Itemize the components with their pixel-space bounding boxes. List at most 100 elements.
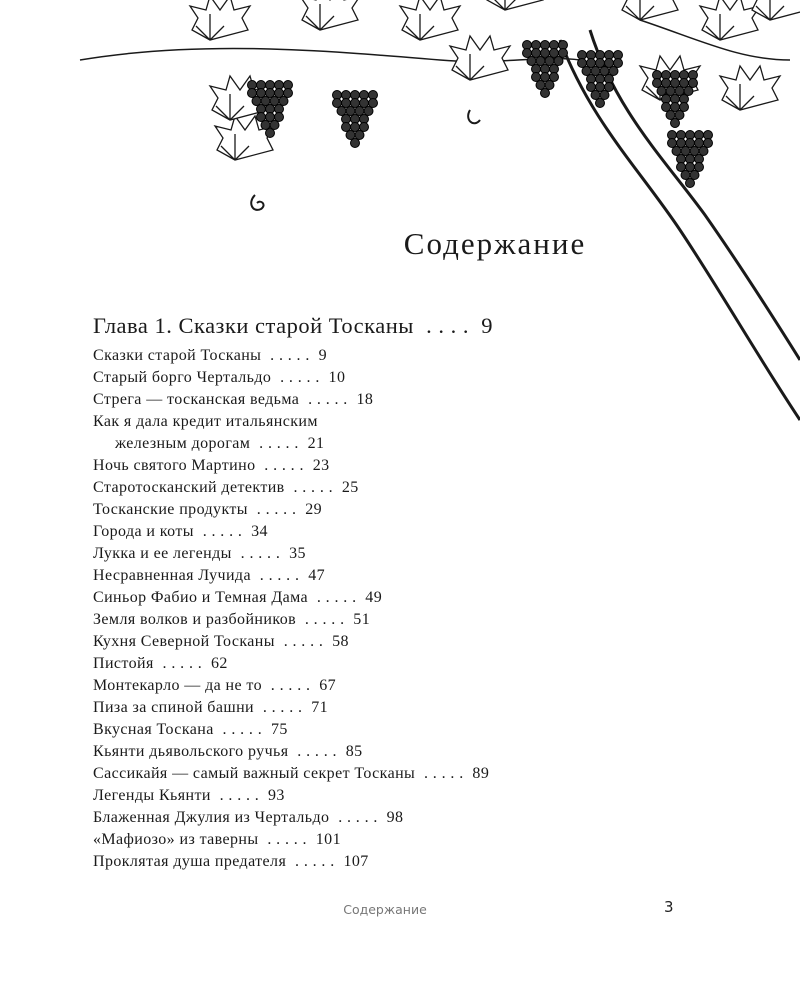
toc-entry[interactable]: железным дорогам . . . . . 21 xyxy=(93,433,489,455)
grape xyxy=(667,138,677,148)
grape xyxy=(354,106,365,116)
grape xyxy=(689,170,700,180)
grape xyxy=(359,98,369,108)
toc-entry[interactable]: Пистойя . . . . . 62 xyxy=(93,653,489,675)
grape xyxy=(531,72,541,82)
vine-leaf xyxy=(486,0,544,11)
grape xyxy=(670,118,680,128)
toc-entry[interactable]: Кухня Северной Тосканы . . . . . 58 xyxy=(93,631,489,653)
vine-leaf xyxy=(718,64,782,111)
grape xyxy=(652,78,662,88)
grape xyxy=(577,58,587,68)
grape xyxy=(604,58,614,68)
toc-entry-title: Старый борго Чертальдо xyxy=(93,369,272,386)
toc-entry[interactable]: Лукка и ее легенды . . . . . 35 xyxy=(93,543,489,565)
grape xyxy=(694,138,704,148)
chapter-heading[interactable]: Глава 1. Сказки старой Тосканы . . . . 9 xyxy=(93,313,493,339)
grape xyxy=(685,162,695,172)
toc-entry-leader: . . . . . xyxy=(262,699,303,716)
grape xyxy=(345,130,356,140)
grape xyxy=(595,58,605,68)
grape xyxy=(332,98,342,108)
running-title: Содержание xyxy=(343,902,427,917)
toc-entry[interactable]: Сассикайя — самый важный секрет Тосканы … xyxy=(93,763,489,785)
toc-entry[interactable]: Синьор Фабио и Темная Дама . . . . . 49 xyxy=(93,587,489,609)
toc-entry-leader: . . . . . xyxy=(424,765,464,782)
toc-entry-leader: . . . . . xyxy=(280,369,320,386)
grape xyxy=(665,86,676,96)
toc-entry[interactable]: «Мафиозо» из таверны . . . . . 101 xyxy=(93,829,489,851)
toc-entry[interactable]: Города и коты . . . . . 34 xyxy=(93,521,489,543)
grape xyxy=(278,96,289,106)
toc-entry-page: 23 xyxy=(312,457,330,474)
toc-entry-leader: . . . . . xyxy=(283,633,324,650)
grape xyxy=(260,120,271,130)
toc-entry-page: 89 xyxy=(472,765,490,782)
toc-entry[interactable]: Тосканские продукты . . . . . 29 xyxy=(93,499,489,521)
toc-entry[interactable]: Старотосканский детектив . . . . . 25 xyxy=(93,477,489,499)
toc-entry-title: Сказки старой Тосканы xyxy=(93,347,262,364)
vine-leaf xyxy=(448,34,512,81)
grape xyxy=(604,82,614,92)
toc-entry-title: Лукка и ее легенды xyxy=(93,545,232,562)
toc-entry-title: Кухня Северной Тосканы xyxy=(93,633,275,650)
grape-cluster xyxy=(247,80,293,138)
grape xyxy=(694,162,704,172)
grape xyxy=(549,72,559,82)
toc-entry[interactable]: Проклятая душа предателя . . . . . 107 xyxy=(93,851,489,873)
toc-entry-title: Синьор Фабио и Темная Дама xyxy=(93,589,309,606)
vine-trunk xyxy=(558,39,800,421)
grape xyxy=(688,78,698,88)
toc-entry-leader: . . . . . xyxy=(259,567,300,584)
grape xyxy=(274,88,284,98)
grape xyxy=(703,138,713,148)
grape xyxy=(586,58,596,68)
toc-entry-leader: . . . . . xyxy=(270,677,311,694)
toc-entry[interactable]: Монтекарло — да не то . . . . . 67 xyxy=(93,675,489,697)
toc-entry[interactable]: Легенды Кьянти . . . . . 93 xyxy=(93,785,489,807)
toc-entry[interactable]: Как я дала кредит итальянским xyxy=(93,411,489,433)
grape xyxy=(581,66,592,76)
toc-entry-leader: . . . . . xyxy=(222,721,263,738)
toc-entry-leader: . . . . . xyxy=(267,831,307,848)
toc-entry-page: 98 xyxy=(386,809,404,826)
toc-entry[interactable]: Ночь святого Мартино . . . . . 23 xyxy=(93,455,489,477)
grape xyxy=(540,48,550,58)
toc-entry[interactable]: Земля волков и разбойников . . . . . 51 xyxy=(93,609,489,631)
vine-leaf xyxy=(213,114,277,161)
toc-entry-page: 75 xyxy=(270,721,288,738)
grape xyxy=(599,66,610,76)
toc-entry[interactable]: Пиза за спиной башни . . . . . 71 xyxy=(93,697,489,719)
toc-entry[interactable]: Старый борго Чертальдо . . . . . 10 xyxy=(93,367,489,389)
toc-entry-title: «Мафиозо» из таверны xyxy=(93,831,259,848)
toc-entry-page: 29 xyxy=(305,501,322,518)
grape xyxy=(670,102,680,112)
toc-entry[interactable]: Блаженная Джулия из Чертальдо . . . . . … xyxy=(93,807,489,829)
toc-entry-leader: . . . . . xyxy=(270,347,310,364)
grape xyxy=(341,98,351,108)
page-title: Содержание xyxy=(403,226,587,261)
toc-entry-title: Несравненная Лучида xyxy=(93,567,251,584)
toc-entry[interactable]: Кьянти дьявольского ручья . . . . . 85 xyxy=(93,741,489,763)
grape-cluster xyxy=(522,40,568,98)
toc-entry-leader: . . . . . xyxy=(240,545,281,562)
grape xyxy=(676,162,686,172)
chapter-page: 9 xyxy=(481,313,493,338)
vine-leaf xyxy=(621,0,679,21)
toc-entry-title: Земля волков и разбойников xyxy=(93,611,297,628)
toc-entry[interactable]: Стрега — тосканская ведьма . . . . . 18 xyxy=(93,389,489,411)
grape xyxy=(274,112,284,122)
grape xyxy=(535,80,546,90)
toc-entry[interactable]: Несравненная Лучида . . . . . 47 xyxy=(93,565,489,587)
grape xyxy=(283,88,293,98)
toc-entry[interactable]: Вкусная Тоскана . . . . . 75 xyxy=(93,719,489,741)
grape xyxy=(685,178,695,188)
grape xyxy=(540,72,550,82)
grape xyxy=(269,96,280,106)
grape xyxy=(256,88,266,98)
toc-entry[interactable]: Сказки старой Тосканы . . . . . 9 xyxy=(93,345,489,367)
toc-entry-title: Блаженная Джулия из Чертальдо xyxy=(93,809,330,826)
toc-entry-title: Монтекарло — да не то xyxy=(93,677,262,694)
grape xyxy=(590,90,601,100)
